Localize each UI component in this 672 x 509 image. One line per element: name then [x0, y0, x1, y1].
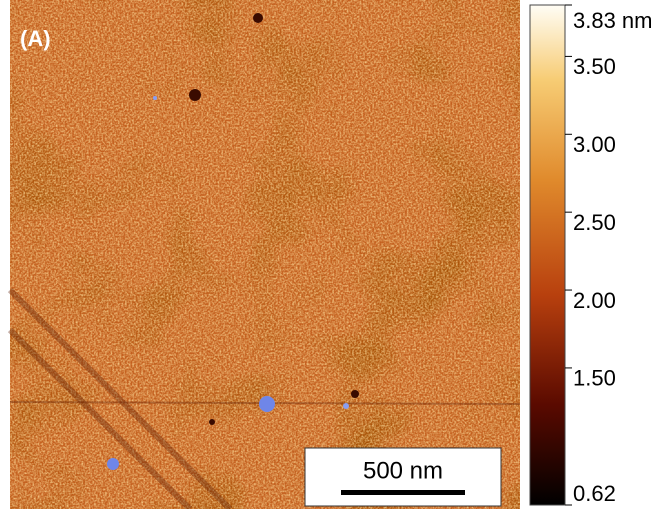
colorbar-tick-label: 0.62: [573, 481, 616, 506]
colorbar-tick-label: 2.00: [573, 288, 616, 313]
colorbar-tick-label: 3.50: [573, 54, 616, 79]
scale-bar-line: [341, 490, 465, 495]
panel-label: (A): [20, 26, 51, 51]
colorbar: [530, 5, 565, 505]
colorbar-tick-label: 1.50: [573, 366, 616, 391]
scale-bar: 500 nm: [305, 448, 501, 506]
scale-bar-label: 500 nm: [363, 457, 443, 484]
colorbar-tick-label: 3.83 nm: [573, 8, 653, 33]
figure: (A) 500 nm 3.83 nm 3.50 3.00 2.50 2.00 1.50 0.…: [0, 0, 672, 509]
afm-image: [10, 0, 520, 509]
colorbar-tick-label: 3.00: [573, 132, 616, 157]
colorbar-tick-label: 2.50: [573, 210, 616, 235]
